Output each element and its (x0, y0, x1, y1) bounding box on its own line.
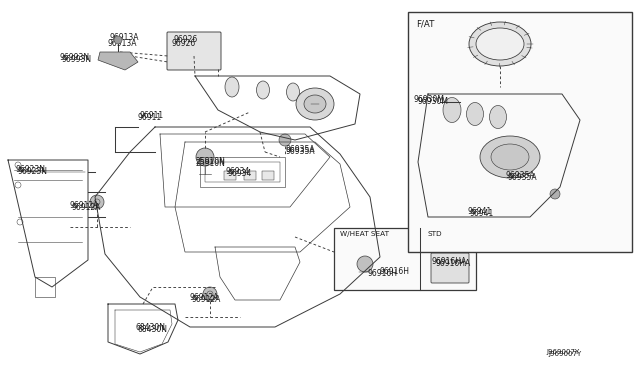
Text: 96935A: 96935A (285, 148, 315, 157)
Text: 68430N: 68430N (138, 326, 168, 334)
Text: 96916H: 96916H (380, 267, 410, 276)
Ellipse shape (476, 28, 524, 60)
Circle shape (196, 148, 214, 166)
Ellipse shape (257, 81, 269, 99)
Text: 96913A: 96913A (108, 39, 138, 48)
Text: 96993N: 96993N (62, 55, 92, 64)
Ellipse shape (467, 103, 483, 125)
Text: W/HEAT SEAT: W/HEAT SEAT (340, 231, 389, 237)
Circle shape (203, 287, 217, 301)
Ellipse shape (490, 106, 506, 128)
Text: 96912A: 96912A (192, 295, 221, 305)
Bar (262, 171, 274, 180)
Circle shape (357, 256, 373, 272)
Ellipse shape (304, 95, 326, 113)
Text: 96912A: 96912A (190, 294, 220, 302)
Ellipse shape (225, 77, 239, 97)
Text: 96935A: 96935A (506, 170, 536, 180)
Text: 96941: 96941 (470, 209, 494, 218)
Text: 68430N: 68430N (136, 324, 166, 333)
Circle shape (114, 36, 122, 44)
Text: J969007Y: J969007Y (546, 349, 579, 355)
Circle shape (279, 134, 291, 146)
Text: F/AT: F/AT (416, 19, 435, 29)
Ellipse shape (287, 83, 300, 101)
Bar (408, 12, 632, 252)
Text: 96930M: 96930M (414, 96, 445, 105)
Polygon shape (98, 52, 138, 70)
Ellipse shape (296, 88, 334, 120)
Text: 96916H: 96916H (368, 269, 398, 279)
Text: STD: STD (428, 231, 443, 237)
Ellipse shape (480, 136, 540, 178)
Text: J969007Y: J969007Y (548, 351, 581, 357)
Ellipse shape (491, 144, 529, 170)
Text: 96911: 96911 (140, 112, 164, 121)
Text: 96930M: 96930M (418, 97, 449, 106)
Bar (224, 171, 236, 180)
Bar (334, 228, 476, 290)
Text: 96913A: 96913A (110, 33, 140, 42)
Text: 96916HA: 96916HA (436, 260, 471, 269)
Text: 25910N: 25910N (196, 157, 226, 167)
Text: 96934: 96934 (226, 167, 250, 176)
Text: 96923N: 96923N (16, 166, 46, 174)
Text: 96934: 96934 (228, 170, 252, 179)
Text: 96926: 96926 (174, 35, 198, 45)
Text: 96935A: 96935A (508, 173, 538, 182)
Circle shape (90, 195, 104, 209)
Bar (244, 171, 256, 180)
Circle shape (550, 189, 560, 199)
FancyBboxPatch shape (167, 32, 221, 70)
Text: 96993N: 96993N (60, 54, 90, 62)
Text: 25910N: 25910N (196, 160, 226, 169)
Text: 96935A: 96935A (286, 145, 316, 154)
Text: 96911: 96911 (138, 112, 162, 122)
FancyBboxPatch shape (431, 253, 469, 283)
Text: 96923N: 96923N (18, 167, 48, 176)
Ellipse shape (443, 97, 461, 122)
Ellipse shape (469, 22, 531, 66)
Text: 96941: 96941 (468, 208, 492, 217)
Text: 96912A: 96912A (72, 202, 101, 212)
Text: 96916HA: 96916HA (432, 257, 467, 266)
Text: 96912A: 96912A (70, 201, 99, 209)
Text: 96926: 96926 (172, 39, 196, 48)
